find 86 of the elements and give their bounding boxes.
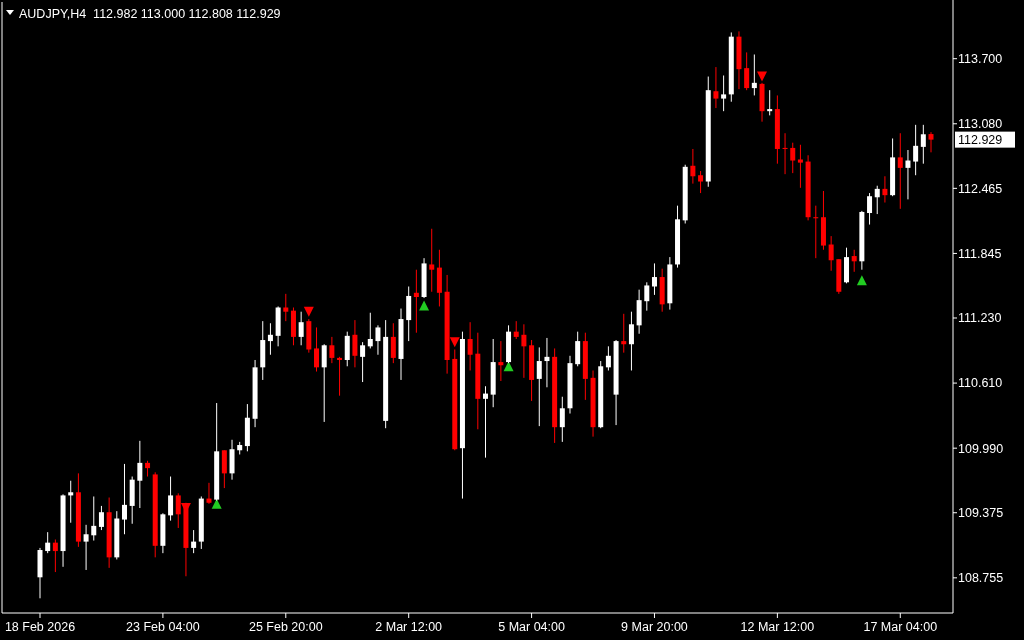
candlestick <box>867 192 873 226</box>
x-tick-label: 25 Feb 20:00 <box>248 620 323 634</box>
candlestick <box>467 321 473 371</box>
candlestick <box>91 495 97 542</box>
point <box>303 306 314 317</box>
candlestick <box>928 131 934 153</box>
candlestick <box>605 345 611 371</box>
candlestick <box>352 319 358 368</box>
y-tick-label: 109.375 <box>958 506 1004 521</box>
x-tick-label: 9 Mar 20:00 <box>621 620 688 634</box>
candlestick <box>882 175 888 204</box>
candlestick <box>98 505 104 531</box>
candlestick <box>644 281 650 312</box>
candlestick <box>767 89 773 116</box>
candlestick <box>375 324 381 356</box>
text: 112.929 <box>958 133 1003 148</box>
chart-title: AUDJPY,H4 112.982 113.000 112.808 112.929 <box>19 7 281 21</box>
candlestick <box>321 343 327 423</box>
candlestick <box>267 322 273 356</box>
candlestick <box>721 74 727 112</box>
candlestick <box>367 312 373 349</box>
candlestick <box>713 66 719 109</box>
candlestick <box>498 340 504 382</box>
y-tick-label: 110.610 <box>958 376 1003 391</box>
point <box>449 337 460 348</box>
x-tick-label: 5 Mar 04:00 <box>498 620 565 634</box>
x-tick-label: 23 Feb 04:00 <box>126 620 200 634</box>
candlestick <box>52 539 58 573</box>
candlestick <box>206 482 212 505</box>
candlestick <box>828 235 834 272</box>
y-tick-label: 113.700 <box>958 52 1003 67</box>
candlestick <box>621 313 627 354</box>
candlestick <box>390 322 396 364</box>
candlestick <box>690 148 696 185</box>
candlestick <box>536 346 542 427</box>
candlestick <box>429 228 435 293</box>
candlestick <box>137 440 143 509</box>
y-tick-label: 111.230 <box>958 311 1002 326</box>
x-tick-label: 17 Mar 04:00 <box>863 620 938 634</box>
candlestick <box>45 531 51 554</box>
candlestick <box>521 323 527 379</box>
candlestick <box>782 132 788 175</box>
x-tick-label: 12 Mar 12:00 <box>740 620 815 634</box>
candlestick <box>191 529 197 554</box>
y-tick-label: 108.755 <box>958 571 1004 586</box>
candlestick <box>413 269 419 334</box>
candlestick <box>221 449 227 489</box>
candlestick <box>813 205 819 259</box>
x-tick-label: 2 Mar 12:00 <box>375 620 443 634</box>
candlestick <box>790 142 796 174</box>
candlestick <box>905 149 911 200</box>
candlestick <box>851 249 857 273</box>
y-tick-label: 113.080 <box>958 117 1003 132</box>
candlestick <box>575 331 581 367</box>
candlestick <box>751 53 757 96</box>
point <box>419 300 430 311</box>
candlestick <box>121 463 127 535</box>
candlestick <box>698 170 704 194</box>
candlestick <box>298 311 304 346</box>
point <box>503 361 514 372</box>
candlestick <box>897 132 903 210</box>
y-tick-label: 112.465 <box>958 181 1003 196</box>
point <box>211 498 222 509</box>
candlestick <box>168 476 174 522</box>
candlestick <box>314 326 320 373</box>
y-tick-label: 109.990 <box>958 441 1004 456</box>
point <box>757 71 768 82</box>
candlestick <box>651 262 657 296</box>
candlestick <box>83 524 89 571</box>
candlestick <box>483 385 488 459</box>
y-tick-label: 111.845 <box>958 246 1002 261</box>
candlestick <box>744 51 750 91</box>
x-tick-label: 18 Feb 2026 <box>4 620 76 634</box>
candlestick <box>913 124 919 176</box>
candlestick <box>628 311 634 371</box>
candlestick <box>920 124 926 165</box>
candlestick <box>797 144 803 189</box>
candlestick <box>360 341 366 383</box>
candlestick <box>329 336 335 364</box>
candlestick <box>283 293 289 322</box>
candlestick <box>337 356 343 397</box>
candlestick <box>874 185 880 215</box>
point <box>856 275 867 286</box>
candlestick <box>559 396 565 443</box>
candlestick <box>68 480 74 524</box>
candlestick <box>544 337 550 388</box>
